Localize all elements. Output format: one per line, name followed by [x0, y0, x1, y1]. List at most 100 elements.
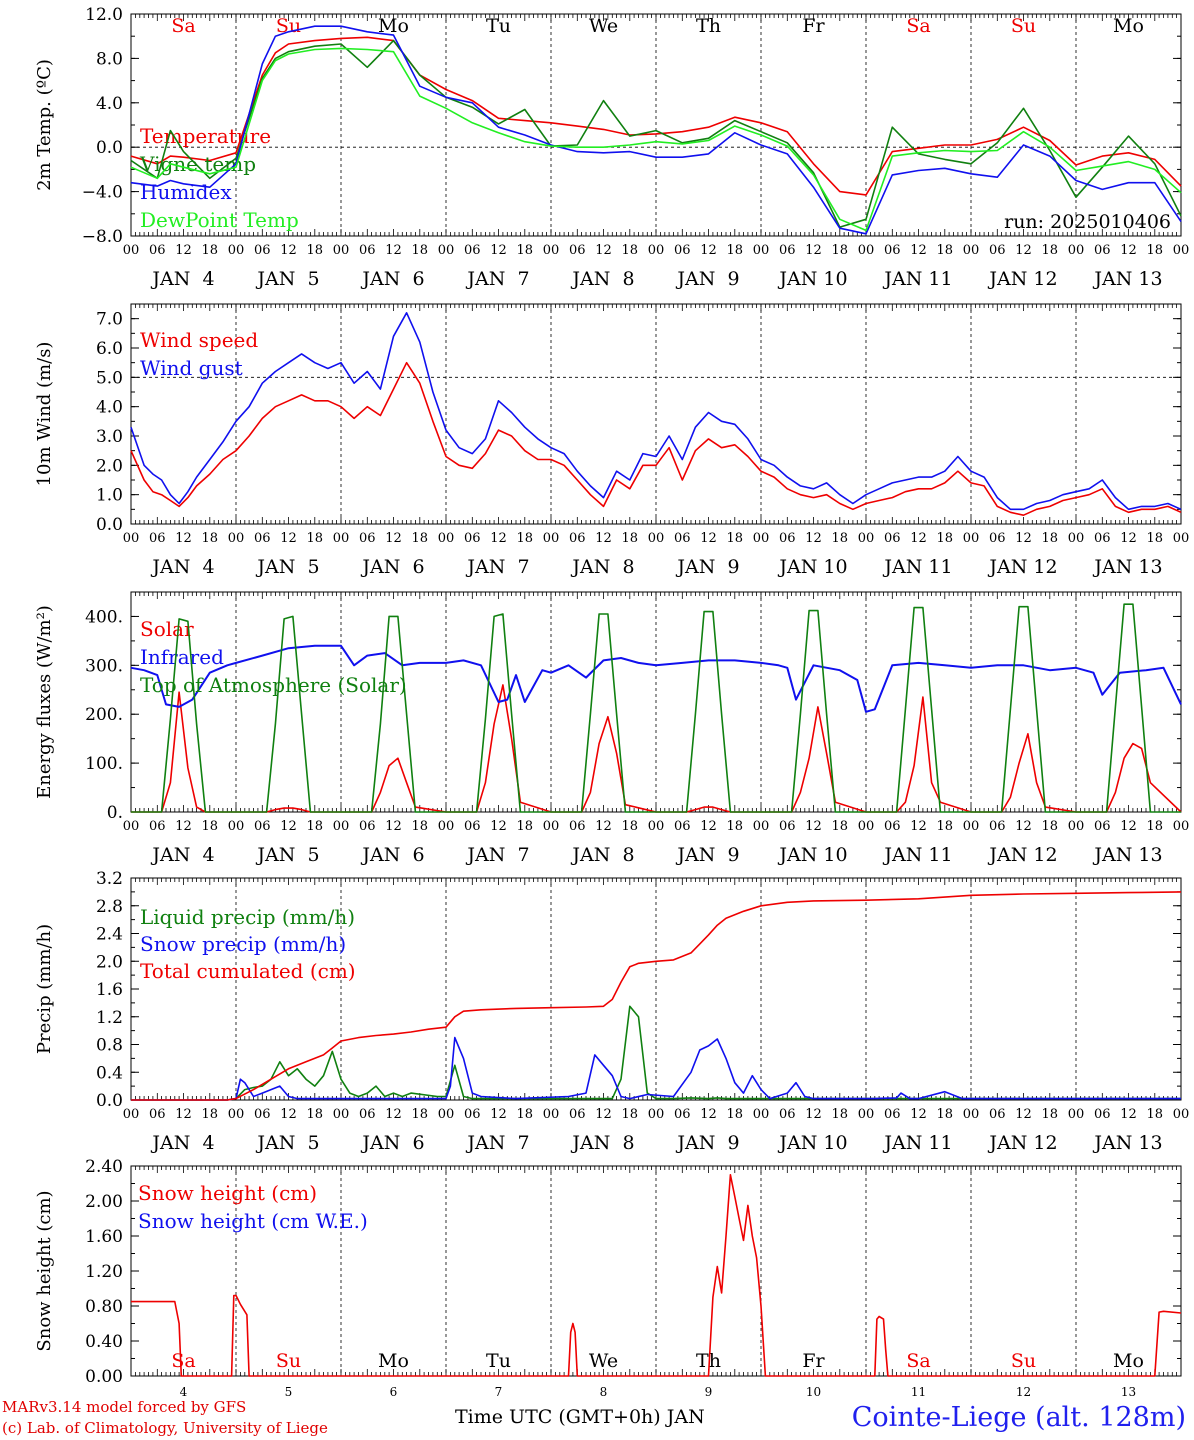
weekday-label: Sa — [171, 15, 195, 37]
date-label: JAN 11 — [882, 844, 952, 866]
series-line-snow-height-cm- — [131, 1174, 1182, 1377]
hour-tick-label: 00 — [963, 531, 980, 546]
hour-tick-label: 00 — [648, 1107, 665, 1122]
hour-tick-label: 00 — [1068, 243, 1085, 258]
legend-entry: Temperature — [140, 124, 271, 148]
y-tick-label: 4.0 — [96, 94, 123, 114]
day-number-label: 11 — [911, 1385, 926, 1399]
hour-tick-label: 06 — [884, 1107, 901, 1122]
y-axis-title: 10m Wind (m/s) — [34, 342, 55, 487]
y-tick-label: 0.0 — [96, 138, 123, 158]
hour-tick-label: 18 — [306, 1107, 323, 1122]
hour-tick-label: 00 — [123, 531, 140, 546]
hour-tick-label: 12 — [385, 1107, 402, 1122]
hour-tick-label: 12 — [700, 531, 717, 546]
hour-tick-label: 06 — [254, 1107, 271, 1122]
hour-tick-label: 00 — [648, 531, 665, 546]
day-number-label: 6 — [390, 1385, 398, 1399]
hour-tick-label: 18 — [726, 531, 743, 546]
panel-4: 3.2 2.8 2.4 2.0 1.6 1.2 0.8 0.4 0.0 Precip (mm/h)… — [34, 869, 1189, 1154]
hour-tick-label: 06 — [569, 531, 586, 546]
y-tick-label: 2.4 — [96, 925, 123, 945]
hour-tick-label: 12 — [700, 1107, 717, 1122]
hour-tick-label: 18 — [621, 819, 638, 834]
hour-tick-label: 00 — [1068, 819, 1085, 834]
y-tick-label: 3.2 — [96, 869, 123, 889]
series-line-wind-gust — [130, 311, 1182, 511]
hour-tick-label: 06 — [989, 531, 1006, 546]
weekday-label: Tu — [486, 15, 511, 37]
legend-entry: Humidex — [140, 180, 232, 204]
weekday-label: Su — [276, 15, 301, 37]
hour-tick-label: 06 — [884, 531, 901, 546]
day-number-label: 12 — [1016, 1385, 1031, 1399]
hour-tick-label: 18 — [411, 243, 428, 258]
hour-tick-label: 00 — [438, 243, 455, 258]
hour-tick-label: 18 — [1041, 819, 1058, 834]
x-ticks — [130, 14, 1182, 236]
day-number-label: 4 — [180, 1385, 188, 1399]
weekday-label: Mo — [378, 1350, 409, 1372]
legend-entry: Wind speed — [140, 328, 258, 352]
hour-tick-label: 06 — [674, 531, 691, 546]
hour-tick-label: 06 — [884, 819, 901, 834]
hour-tick-label: 06 — [359, 819, 376, 834]
hour-tick-label: 06 — [779, 531, 796, 546]
hour-tick-label: 12 — [1015, 531, 1032, 546]
panel-1: 12.0 8.0 4.0 0.0 −4.0 −8.0 2m Temp. (ºC) 00 06 12… — [34, 5, 1189, 290]
date-label: JAN 13 — [1092, 844, 1162, 866]
weekday-label: Tu — [486, 1350, 511, 1372]
hour-tick-label: 12 — [385, 819, 402, 834]
hour-tick-label: 18 — [936, 243, 953, 258]
hour-tick-label: 18 — [1146, 243, 1163, 258]
hour-tick-label: 00 — [438, 819, 455, 834]
day-number-label: 9 — [705, 1385, 713, 1399]
hour-tick-label: 00 — [543, 1107, 560, 1122]
hour-tick-label: 12 — [700, 819, 717, 834]
hour-tick-label: 18 — [411, 819, 428, 834]
weekday-label: Mo — [378, 15, 409, 37]
date-label: JAN 9 — [675, 556, 739, 578]
hour-tick-label: 00 — [753, 819, 770, 834]
date-label: JAN 10 — [777, 268, 847, 290]
hour-tick-label: 12 — [490, 819, 507, 834]
hour-tick-label: 00 — [543, 243, 560, 258]
hour-tick-label: 12 — [280, 819, 297, 834]
date-label: JAN 13 — [1092, 556, 1162, 578]
date-label: JAN 13 — [1092, 1132, 1162, 1154]
hour-tick-label: 00 — [858, 1107, 875, 1122]
hour-tick-label: 18 — [831, 243, 848, 258]
hour-tick-label: 06 — [674, 819, 691, 834]
panel-3: 400. 300. 200. 100. 0. Energy fluxes (W/m²) 00… — [34, 591, 1189, 866]
hour-tick-label: 00 — [648, 243, 665, 258]
hour-tick-label: 12 — [175, 819, 192, 834]
model-credit: MARv3.14 model forced by GFS — [2, 1398, 247, 1416]
hour-tick-label: 18 — [726, 1107, 743, 1122]
day-number-label: 10 — [806, 1385, 821, 1399]
day-number-label: 13 — [1121, 1385, 1136, 1399]
day-number-label: 8 — [600, 1385, 608, 1399]
weekday-label: Su — [276, 1350, 301, 1372]
hour-tick-label: 06 — [464, 531, 481, 546]
weekday-label: Su — [1011, 15, 1036, 37]
hour-tick-label: 18 — [1041, 531, 1058, 546]
hour-tick-label: 18 — [201, 819, 218, 834]
hour-tick-label: 00 — [123, 243, 140, 258]
day-number-label: 5 — [285, 1385, 293, 1399]
hour-tick-label: 12 — [1120, 531, 1137, 546]
y-tick-label: 1.2 — [96, 1008, 123, 1028]
hour-tick-label: 12 — [1015, 243, 1032, 258]
run-annotation: run: 2025010406 — [1004, 211, 1171, 233]
legend-entry: Wind gust — [140, 356, 243, 380]
date-label: JAN 13 — [1092, 268, 1162, 290]
hour-tick-label: 06 — [674, 1107, 691, 1122]
date-label: JAN 11 — [882, 556, 952, 578]
x-ticks — [130, 1166, 1182, 1376]
series-line-dewpoint-temp — [130, 47, 1182, 232]
hour-tick-label: 06 — [1094, 819, 1111, 834]
y-tick-label: 6.0 — [96, 339, 123, 359]
y-tick-label: 12.0 — [85, 5, 123, 25]
weekday-label: Sa — [171, 1350, 195, 1372]
series-line-wind-speed — [130, 361, 1182, 517]
